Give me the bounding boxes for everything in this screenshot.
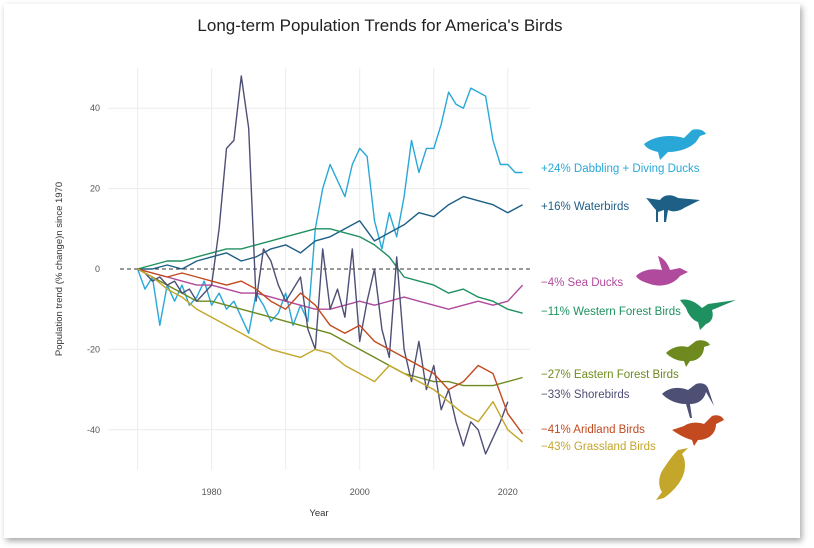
x-tick-label: 2000 bbox=[350, 487, 370, 497]
series-lines bbox=[136, 75, 524, 455]
songbird-icon bbox=[666, 340, 710, 367]
y-axis-title: Population trend (% change)n since 1970 bbox=[54, 182, 65, 356]
y-tick-label: 0 bbox=[95, 264, 100, 274]
x-tick-label: 2020 bbox=[498, 487, 518, 497]
series-line-grassland-birds bbox=[137, 268, 524, 443]
label-eastern-forest-birds: −27% Eastern Forest Birds bbox=[541, 369, 679, 381]
y-tick-label: -20 bbox=[87, 344, 100, 354]
series-line-waterbirds bbox=[137, 195, 523, 270]
duck-icon bbox=[644, 129, 706, 160]
label-shorebirds: −33% Shorebirds bbox=[541, 389, 630, 401]
series-line-western-forest-birds bbox=[137, 228, 523, 314]
label-dabbling-diving-ducks: +24% Dabbling + Diving Ducks bbox=[541, 163, 700, 175]
label-waterbirds: +16% Waterbirds bbox=[541, 201, 630, 213]
series-line-dabbling-diving-ducks bbox=[136, 87, 523, 334]
series-line-eastern-forest-birds bbox=[137, 268, 523, 387]
chart-title: Long-term Population Trends for America'… bbox=[197, 16, 563, 35]
sea-duck-icon bbox=[636, 256, 688, 286]
x-tick-label: 1980 bbox=[202, 487, 222, 497]
waterbird-icon bbox=[646, 195, 700, 222]
label-grassland-birds: −43% Grassland Birds bbox=[541, 441, 656, 453]
axes: 40 20 0 -20 -40 1980 2000 2020 Year Population tr… bbox=[54, 103, 530, 519]
x-axis-title: Year bbox=[309, 508, 328, 519]
label-sea-ducks: −4% Sea Ducks bbox=[541, 277, 624, 289]
series-line-aridland-birds bbox=[137, 268, 524, 435]
y-tick-label: -40 bbox=[87, 425, 100, 435]
label-western-forest-birds: −11% Western Forest Birds bbox=[541, 306, 681, 318]
y-tick-label: 40 bbox=[90, 103, 100, 113]
wren-icon bbox=[672, 415, 724, 446]
label-aridland-birds: −41% Aridland Birds bbox=[541, 424, 645, 436]
hummingbird-icon bbox=[680, 299, 736, 330]
meadowlark-icon bbox=[656, 448, 688, 500]
series-line-shorebirds bbox=[137, 75, 509, 455]
shorebird-icon bbox=[662, 383, 714, 418]
y-tick-label: 20 bbox=[90, 184, 100, 194]
